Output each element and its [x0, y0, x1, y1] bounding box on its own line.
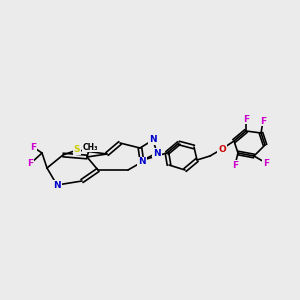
Text: F: F	[260, 116, 266, 125]
Text: N: N	[53, 181, 61, 190]
Text: N: N	[149, 136, 157, 145]
Text: F: F	[30, 142, 36, 152]
Text: S: S	[74, 146, 80, 154]
Text: F: F	[232, 160, 238, 169]
Text: O: O	[218, 145, 226, 154]
Text: F: F	[263, 158, 269, 167]
Text: F: F	[243, 115, 249, 124]
Text: N: N	[138, 158, 146, 166]
Text: N: N	[153, 148, 161, 158]
Text: CH₃: CH₃	[82, 142, 98, 152]
Text: F: F	[27, 160, 33, 169]
